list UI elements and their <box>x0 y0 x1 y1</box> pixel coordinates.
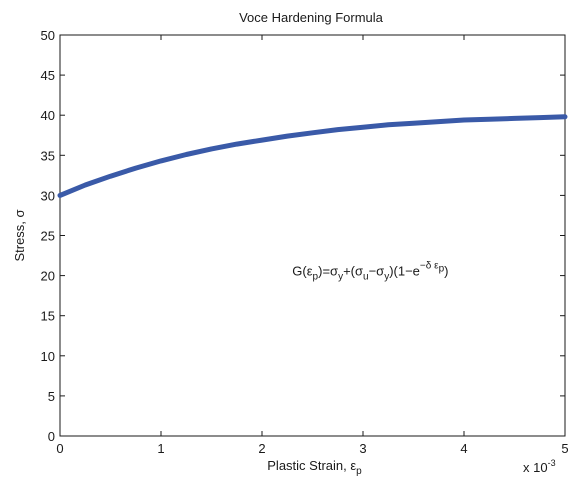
formula-part: y <box>338 272 343 283</box>
series-line-0 <box>57 114 568 198</box>
x-axis-label-subscript: p <box>356 466 362 477</box>
formula-part: p <box>313 272 319 283</box>
y-tick-label: 5 <box>48 389 55 404</box>
formula-part: G(ε <box>292 264 312 279</box>
voce-formula-annotation: G(εp)=σy+(σu−σy)(1−e−δ εp) <box>292 261 448 283</box>
y-tick-label: 10 <box>41 349 55 364</box>
formula-part: ) <box>444 264 448 279</box>
formula-part: +(σ <box>343 264 363 279</box>
y-tick-label: 50 <box>41 28 55 43</box>
y-tick-label: 45 <box>41 68 55 83</box>
y-tick-label: 15 <box>41 309 55 324</box>
x-tick-label: 5 <box>561 441 568 456</box>
formula-part: u <box>363 272 369 283</box>
formula-part: )=σ <box>318 264 338 279</box>
x-tick-label: 0 <box>56 441 63 456</box>
formula-part: −σ <box>369 264 385 279</box>
formula-part: )(1−e <box>389 264 420 279</box>
x-tick-label: 2 <box>258 441 265 456</box>
x-axis: 0 1 2 3 4 5 <box>56 35 568 456</box>
x-tick-label: 4 <box>460 441 467 456</box>
x-axis-multiplier-base: x 10 <box>523 460 548 475</box>
y-axis: 0 5 10 15 20 25 30 35 40 45 50 <box>41 28 565 444</box>
y-tick-label: 20 <box>41 269 55 284</box>
y-tick-label: 40 <box>41 108 55 123</box>
y-tick-label: 0 <box>48 429 55 444</box>
formula-part: p <box>439 264 445 275</box>
formula-part: y <box>384 272 389 283</box>
x-axis-label-base: Plastic Strain, ε <box>267 458 356 473</box>
series-layer <box>57 114 568 198</box>
formula-part: −δ ε <box>420 261 439 272</box>
chart-title: Voce Hardening Formula <box>239 10 384 25</box>
x-axis-label: Plastic Strain, εp <box>267 458 362 477</box>
y-axis-label: Stress, σ <box>12 209 27 261</box>
x-axis-multiplier-exponent: -3 <box>548 458 556 468</box>
plot-area <box>59 34 566 437</box>
x-axis-multiplier: x 10-3 <box>523 458 556 475</box>
x-tick-label: 1 <box>157 441 164 456</box>
y-tick-label: 25 <box>41 229 55 244</box>
y-tick-label: 35 <box>41 148 55 163</box>
y-tick-label: 30 <box>41 188 55 203</box>
x-tick-label: 3 <box>359 441 366 456</box>
